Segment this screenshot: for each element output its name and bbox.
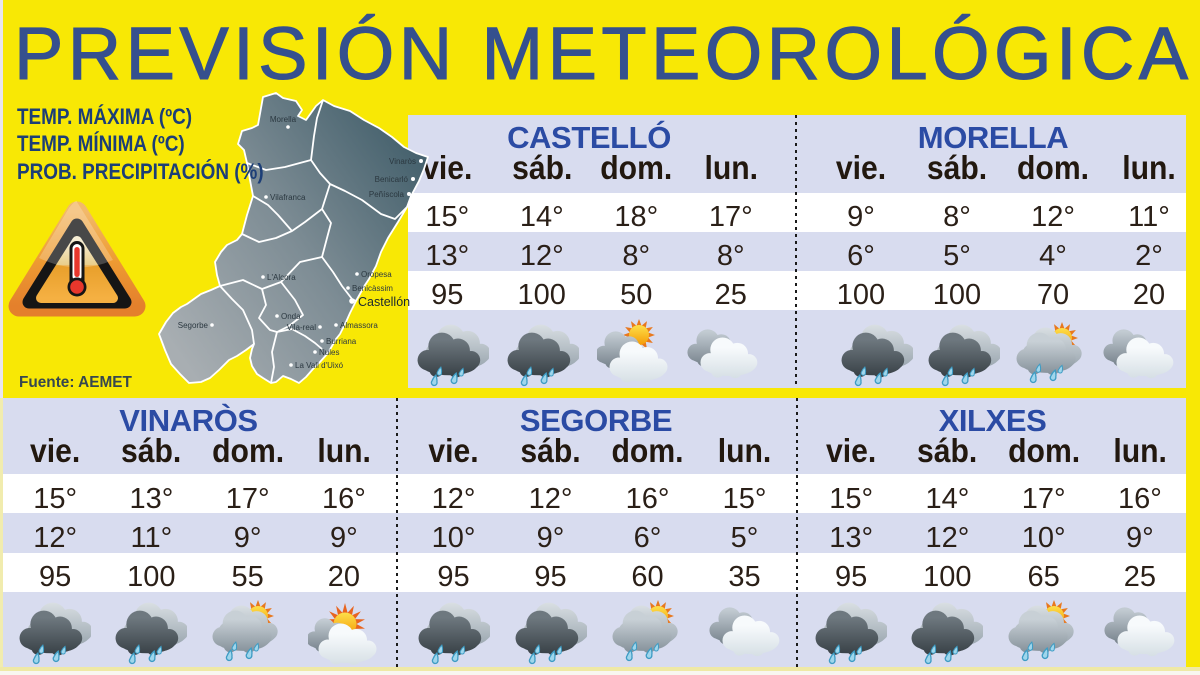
svg-text:La Vall d'Uixó: La Vall d'Uixó	[295, 361, 344, 370]
svg-text:L'Alcora: L'Alcora	[267, 273, 296, 282]
svg-text:Vilafranca: Vilafranca	[270, 193, 306, 202]
svg-text:Burriana: Burriana	[326, 337, 357, 346]
svg-text:Almassora: Almassora	[340, 321, 378, 330]
svg-text:Oropesa: Oropesa	[361, 270, 392, 279]
svg-text:Onda: Onda	[281, 312, 301, 321]
svg-text:Vinaròs: Vinaròs	[389, 157, 416, 166]
svg-text:Peñíscola: Peñíscola	[369, 190, 405, 199]
svg-text:Benicarló: Benicarló	[375, 175, 409, 184]
svg-text:Morella: Morella	[270, 115, 297, 124]
svg-text:Nules: Nules	[319, 348, 339, 357]
svg-text:Segorbe: Segorbe	[178, 321, 209, 330]
svg-text:Vila-real: Vila-real	[287, 323, 316, 332]
svg-text:Castellón: Castellón	[358, 295, 410, 309]
svg-text:Benicàssim: Benicàssim	[352, 284, 393, 293]
